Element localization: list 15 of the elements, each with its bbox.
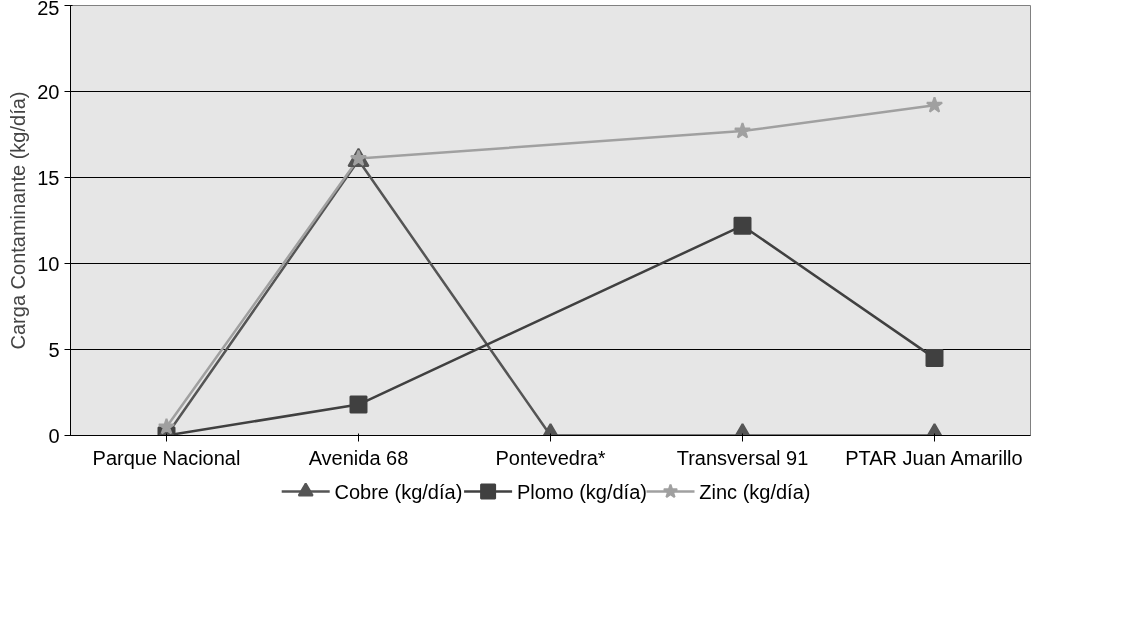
y-tick-label: 20 <box>37 80 60 103</box>
x-tick-label: Transversal 91 <box>676 446 809 469</box>
x-tick-label: PTAR Juan Amarillo <box>845 446 1023 469</box>
y-tick-label: 5 <box>48 338 60 361</box>
y-tick-label: 15 <box>37 166 60 189</box>
y-tick-label: 25 <box>37 0 60 19</box>
y-axis-title: Carga Contaminante (kg/día) <box>7 91 30 350</box>
x-tick-label: Pontevedra* <box>495 446 606 469</box>
y-tick-label: 0 <box>48 424 60 447</box>
legend-label: Zinc (kg/día) <box>699 480 811 503</box>
x-tick-label: Avenida 68 <box>308 446 409 469</box>
x-tick-label: Parque Nacional <box>92 446 241 469</box>
legend-label: Cobre (kg/día) <box>334 480 463 503</box>
legend-label: Plomo (kg/día) <box>516 480 647 503</box>
y-tick-label: 10 <box>37 252 60 275</box>
